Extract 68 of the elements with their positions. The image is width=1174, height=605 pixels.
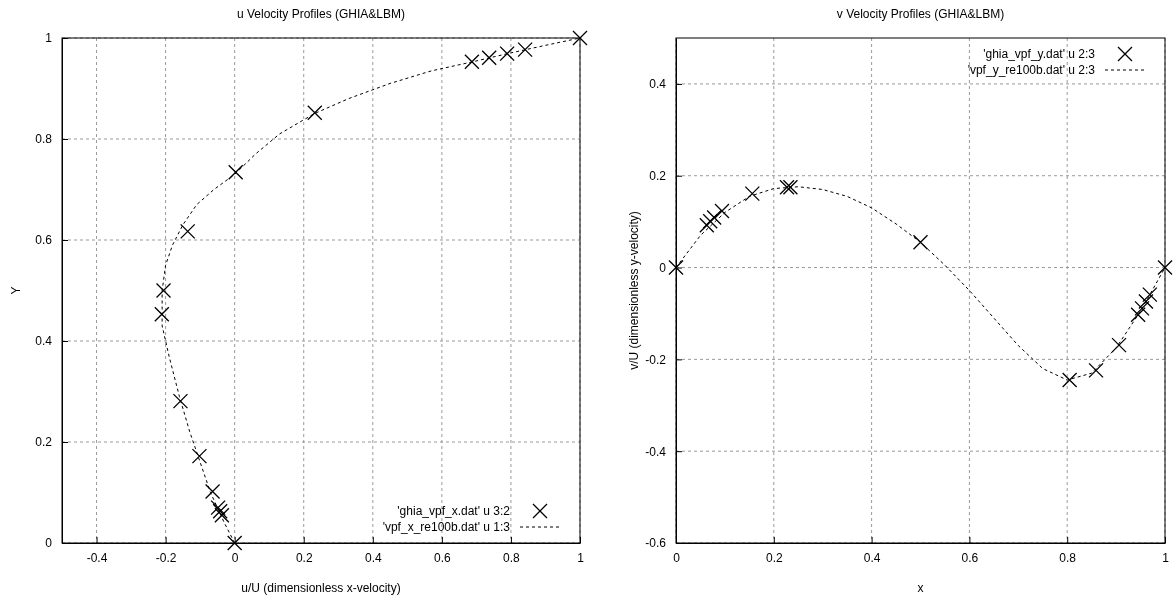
point <box>1157 259 1173 276</box>
y-tick-label: 0 <box>45 536 53 551</box>
point <box>668 259 684 276</box>
y-tick-label: -0.6 <box>645 536 667 551</box>
y-tick-label: 0 <box>659 260 667 275</box>
point <box>1134 300 1150 317</box>
y-tick-label: 0.2 <box>649 169 667 184</box>
point <box>1088 362 1104 379</box>
y-tick-label: 0.4 <box>35 334 53 349</box>
x-tick-label: -0.2 <box>155 550 177 565</box>
point <box>180 223 196 240</box>
point <box>227 535 243 551</box>
point <box>204 483 221 500</box>
point <box>464 54 480 70</box>
x-tick-label: 1 <box>1162 550 1170 565</box>
x-tick-label: 1 <box>577 550 585 565</box>
chart-title: u Velocity Profiles (GHIA&LBM) <box>236 7 406 21</box>
x-tick-label: -0.4 <box>86 550 108 565</box>
legend-label: 'vpf_y_re100b.dat' u 2:3 <box>967 63 1096 77</box>
point <box>744 185 760 202</box>
y-tick-label: 0.8 <box>35 132 53 147</box>
point <box>782 179 799 195</box>
x-axis-title: x <box>917 581 924 595</box>
point <box>1111 337 1127 353</box>
point <box>702 213 718 229</box>
point <box>228 164 244 180</box>
x-tick-label: 0 <box>673 550 681 565</box>
point <box>699 217 715 233</box>
x-tick-label: 0.2 <box>295 550 313 565</box>
y-tick-label: 1 <box>45 31 53 46</box>
y-tick-label: 0.6 <box>35 233 53 248</box>
point <box>912 234 929 250</box>
x-tick-label: 0.8 <box>1059 550 1077 565</box>
y-axis-title: Y <box>9 286 23 295</box>
y-tick-label: 0.4 <box>649 77 667 92</box>
y-tick-label: -0.2 <box>645 352 667 367</box>
point <box>1142 286 1158 303</box>
point <box>517 41 533 58</box>
legend-label: 'ghia_vpf_x.dat' u 3:2 <box>397 504 511 518</box>
point <box>155 282 172 299</box>
y-axis-title: v/U (dimensionless y-velocity) <box>627 211 641 370</box>
y-tick-label: -0.4 <box>645 444 667 459</box>
x-tick-label: 0.4 <box>863 550 881 565</box>
x-tick-label: 0.8 <box>503 550 521 565</box>
point <box>154 306 170 322</box>
point <box>481 50 497 66</box>
x-axis-title: u/U (dimensionless x-velocity) <box>241 581 401 595</box>
point <box>214 507 230 523</box>
legend-label: 'vpf_x_re100b.dat' u 1:3 <box>382 520 511 534</box>
y-tick-label: 0.2 <box>35 435 53 450</box>
point <box>572 30 588 46</box>
point <box>191 448 208 464</box>
x-tick-label: 0 <box>231 550 239 565</box>
point <box>1130 307 1146 323</box>
x-tick-label: 0.6 <box>434 550 452 565</box>
x-tick-label: 0.4 <box>364 550 382 565</box>
x-tick-label: 0.6 <box>961 550 979 565</box>
point <box>172 393 189 409</box>
point <box>499 46 515 62</box>
chart-title: v Velocity Profiles (GHIA&LBM) <box>836 7 1005 21</box>
point <box>706 209 722 226</box>
legend-label: 'ghia_vpf_y.dat' u 2:3 <box>983 47 1096 61</box>
x-tick-label: 0.2 <box>765 550 783 565</box>
point <box>307 105 323 121</box>
point <box>714 203 730 219</box>
point <box>1062 372 1078 388</box>
point <box>779 179 795 195</box>
point <box>1138 293 1154 310</box>
